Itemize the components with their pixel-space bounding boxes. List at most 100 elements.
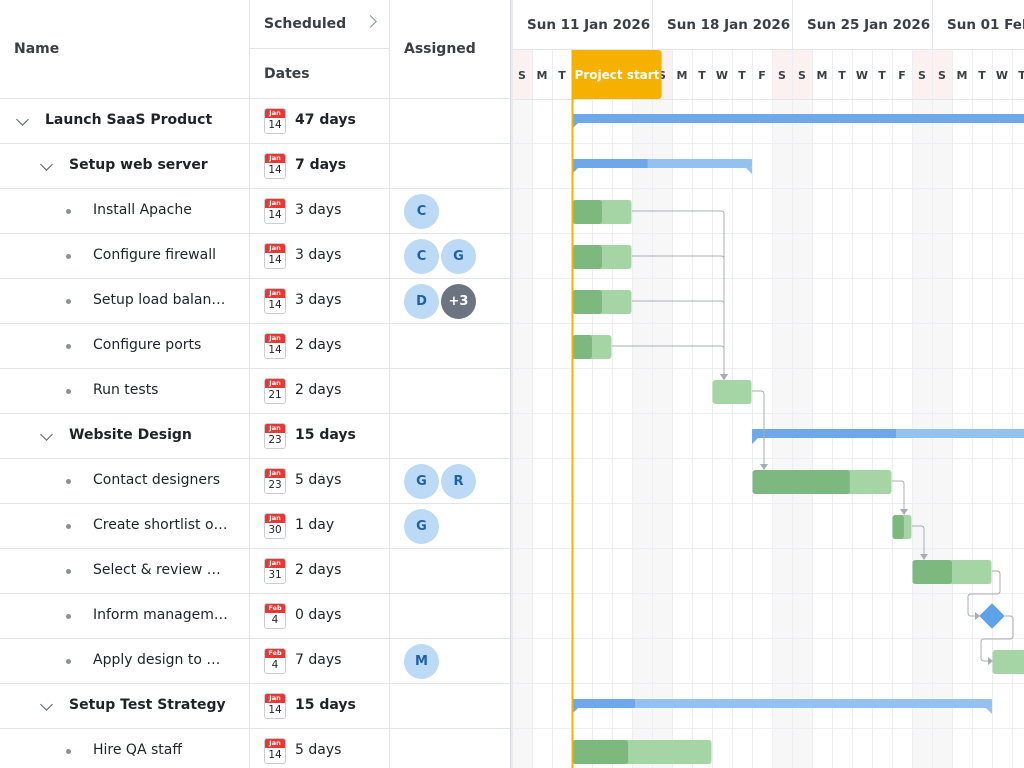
task-row[interactable]: Hire QA staff Jan 14 5 days [0,729,510,768]
chevron-down-icon[interactable] [16,113,29,126]
summary-row[interactable]: Launch SaaS Product Jan 14 47 days [0,99,510,144]
scheduled-cell[interactable]: Jan 14 5 days [250,729,390,768]
duration-label: 3 days [295,247,342,263]
task-progress [572,290,602,314]
chevron-down-icon[interactable] [40,158,53,171]
chevron-down-icon[interactable] [40,698,53,711]
name-cell[interactable]: Configure ports [0,324,250,368]
name-cell[interactable]: Setup load balancer [0,279,250,323]
day-letter: W [856,69,868,82]
avatar[interactable]: C [404,194,439,229]
name-cell[interactable]: Run tests [0,369,250,413]
task-row[interactable]: Setup load balancer Jan 14 3 days D +3 [0,279,510,324]
scheduled-cell[interactable]: Jan 23 15 days [250,414,390,458]
avatar[interactable]: C [404,239,439,274]
name-column-header[interactable]: Name [0,0,250,99]
avatar[interactable]: G [404,464,439,499]
task-name: Run tests [93,382,159,398]
chevron-down-icon[interactable] [40,428,53,441]
calendar-month: Jan [265,469,285,478]
assigned-cell[interactable] [390,729,510,768]
scheduled-cell[interactable]: Jan 21 2 days [250,369,390,413]
name-cell[interactable]: Setup web server [0,144,250,188]
name-cell[interactable]: Setup Test Strategy [0,684,250,728]
name-cell[interactable]: Select & review final design [0,549,250,593]
name-cell[interactable]: Hire QA staff [0,729,250,768]
task-name: Configure firewall [93,247,216,263]
avatar[interactable]: G [441,239,476,274]
task-row[interactable]: Contact designers Jan 23 5 days G R [0,459,510,504]
assigned-cell[interactable] [390,594,510,638]
week-label: Sun 18 Jan 2026 [667,17,790,33]
scheduled-cell[interactable]: Jan 14 3 days [250,189,390,233]
name-cell[interactable]: Contact designers [0,459,250,503]
task-row[interactable]: Configure firewall Jan 14 3 days C G [0,234,510,279]
day-letter: S [658,69,666,82]
scheduled-cell[interactable]: Jan 30 1 day [250,504,390,548]
summary-row[interactable]: Setup Test Strategy Jan 14 15 days [0,684,510,729]
assigned-cell[interactable] [390,414,510,458]
weekend-header-cell [932,50,952,99]
assigned-cell[interactable] [390,99,510,143]
scheduled-cell[interactable]: Feb 4 0 days [250,594,390,638]
name-cell[interactable]: Install Apache [0,189,250,233]
name-cell[interactable]: Launch SaaS Product [0,99,250,143]
avatar[interactable]: G [404,509,439,544]
scheduled-cell[interactable]: Jan 14 47 days [250,99,390,143]
summary-row[interactable]: Website Design Jan 23 15 days [0,414,510,459]
day-letter: S [778,69,786,82]
scheduled-cell[interactable]: Jan 14 15 days [250,684,390,728]
avatar[interactable]: D [404,284,439,319]
name-cell[interactable]: Inform management about decision [0,594,250,638]
assigned-cell[interactable] [390,369,510,413]
project-start-marker[interactable] [571,50,662,99]
name-cell[interactable]: Website Design [0,414,250,458]
task-bar[interactable] [712,380,752,404]
assigned-cell[interactable]: C [390,189,510,233]
scheduled-cell[interactable]: Jan 14 3 days [250,234,390,278]
avatar[interactable]: M [404,644,439,679]
assigned-cell[interactable]: G [390,504,510,548]
scheduled-cell[interactable]: Jan 31 2 days [250,549,390,593]
day-letter: M [817,69,828,82]
dependency-line [980,615,1014,662]
scheduled-cell[interactable]: Jan 14 3 days [250,279,390,323]
bullet-icon [66,209,71,214]
scheduled-cell[interactable]: Jan 23 5 days [250,459,390,503]
assigned-cell[interactable] [390,684,510,728]
name-cell[interactable]: Apply design to web site [0,639,250,683]
name-cell[interactable]: Create shortlist of three designers [0,504,250,548]
task-row[interactable]: Run tests Jan 21 2 days [0,369,510,414]
more-assignees-badge[interactable]: +3 [441,284,476,319]
scheduled-group-header[interactable]: Scheduled [250,0,389,49]
task-row[interactable]: Configure ports Jan 14 2 days [0,324,510,369]
assigned-cell[interactable] [390,549,510,593]
assigned-cell[interactable]: D +3 [390,279,510,323]
calendar-icon: Feb 4 [264,648,286,674]
bullet-icon [66,479,71,484]
scheduled-cell[interactable]: Feb 4 7 days [250,639,390,683]
assigned-column-header[interactable]: Assigned [390,0,510,99]
milestone-diamond[interactable] [979,603,1005,629]
chevron-right-icon[interactable] [364,15,377,28]
avatar[interactable]: R [441,464,476,499]
summary-bar[interactable] [572,699,992,708]
grid-splitter[interactable] [510,0,513,768]
task-row[interactable]: Create shortlist of three designers Jan30… [0,504,510,549]
task-row[interactable]: Install Apache Jan 14 3 days C [0,189,510,234]
duration-label: 5 days [295,742,342,758]
scheduled-cell[interactable]: Jan 14 7 days [250,144,390,188]
name-cell[interactable]: Configure firewall [0,234,250,278]
summary-row[interactable]: Setup web server Jan 14 7 days [0,144,510,189]
assigned-cell[interactable] [390,144,510,188]
task-name: Website Design [69,427,192,443]
assigned-cell[interactable]: M [390,639,510,683]
task-bar[interactable] [992,650,1024,674]
assigned-cell[interactable] [390,324,510,368]
scheduled-cell[interactable]: Jan 14 2 days [250,324,390,368]
